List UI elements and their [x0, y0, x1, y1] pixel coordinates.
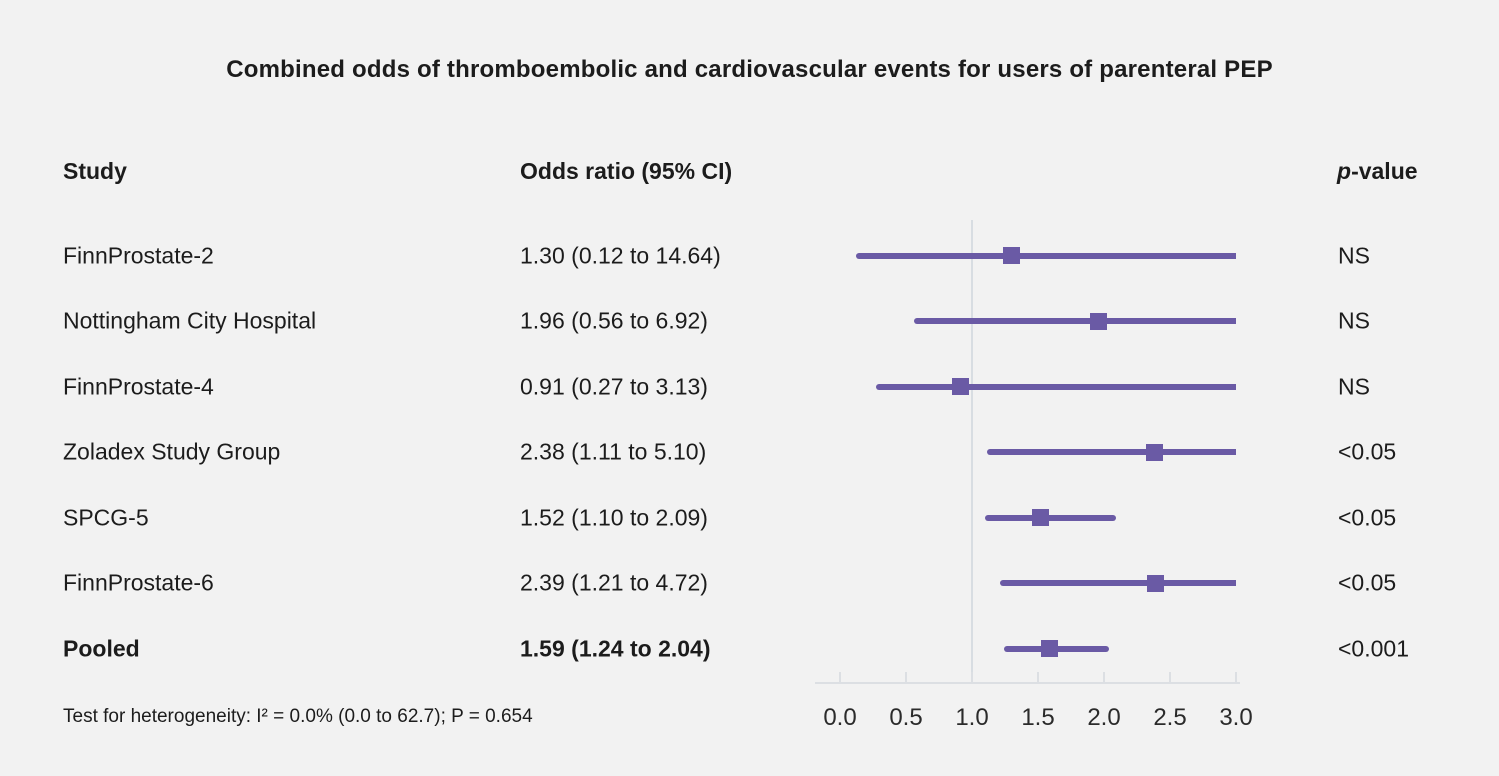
figure-title: Combined odds of thromboembolic and card… — [226, 56, 1273, 83]
odds-ratio-value: 0.91 (0.27 to 3.13) — [520, 373, 708, 399]
reference-line — [971, 220, 973, 682]
odds-ratio-column-header: Odds ratio (95% CI) — [520, 158, 733, 184]
point-estimate-marker — [1032, 509, 1050, 526]
study-column-header: Study — [63, 158, 127, 184]
x-axis-tick — [1103, 672, 1105, 682]
p-value: <0.05 — [1338, 504, 1397, 530]
pvalue-header-rest: -value — [1351, 158, 1418, 184]
p-value: NS — [1338, 242, 1370, 268]
study-label: SPCG-5 — [63, 504, 149, 530]
study-label: FinnProstate-2 — [63, 242, 214, 268]
x-axis-tick-label: 0.0 — [823, 704, 857, 731]
x-axis-tick-label: 1.5 — [1021, 704, 1055, 731]
x-axis-tick-label: 3.0 — [1219, 704, 1253, 731]
odds-ratio-value: 2.38 (1.11 to 5.10) — [520, 438, 707, 465]
x-axis-tick-label: 1.0 — [955, 704, 989, 731]
confidence-interval-line — [855, 252, 1236, 259]
odds-ratio-value: 1.96 (0.56 to 6.92) — [520, 307, 708, 334]
x-axis-tick — [971, 672, 973, 682]
confidence-interval-line — [913, 318, 1236, 324]
study-label: Pooled — [63, 635, 140, 661]
confidence-interval-line — [875, 383, 1236, 390]
p-value: NS — [1338, 307, 1370, 334]
study-label: FinnProstate-6 — [63, 569, 214, 596]
confidence-interval-line — [986, 449, 1236, 455]
p-value: <0.05 — [1338, 569, 1397, 596]
x-axis-tick-label: 2.5 — [1153, 704, 1187, 731]
point-estimate-marker — [1003, 247, 1021, 264]
x-axis-tick — [905, 672, 907, 682]
p-value: NS — [1338, 373, 1370, 399]
point-estimate-marker — [1145, 443, 1163, 461]
odds-ratio-value: 1.59 (1.24 to 2.04) — [520, 635, 711, 661]
point-estimate-marker — [1146, 574, 1164, 592]
confidence-interval-line — [985, 514, 1116, 521]
heterogeneity-footnote: Test for heterogeneity: I² = 0.0% (0.0 t… — [63, 706, 533, 727]
odds-ratio-value: 2.39 (1.21 to 4.72) — [520, 569, 708, 596]
p-value: <0.001 — [1338, 635, 1409, 661]
x-axis-tick — [1235, 672, 1237, 682]
p-value: <0.05 — [1338, 438, 1397, 465]
x-axis-tick — [1037, 672, 1039, 682]
x-axis-line — [815, 682, 1240, 684]
odds-ratio-value: 1.30 (0.12 to 14.64) — [520, 242, 721, 268]
x-axis-tick — [839, 672, 841, 682]
odds-ratio-value: 1.52 (1.10 to 2.09) — [520, 504, 708, 530]
point-estimate-marker — [951, 378, 969, 395]
x-axis-tick — [1169, 672, 1171, 682]
x-axis-tick-label: 2.0 — [1087, 704, 1121, 731]
pvalue-header-italic-p: p — [1337, 158, 1352, 184]
pvalue-column-header: p-value — [1337, 158, 1418, 185]
confidence-interval-line — [999, 580, 1236, 586]
study-label: Zoladex Study Group — [63, 438, 281, 465]
x-axis-tick-label: 0.5 — [889, 704, 923, 731]
point-estimate-marker — [1041, 640, 1059, 657]
study-label: Nottingham City Hospital — [63, 307, 317, 334]
point-estimate-marker — [1090, 312, 1108, 330]
study-label: FinnProstate-4 — [63, 373, 214, 399]
